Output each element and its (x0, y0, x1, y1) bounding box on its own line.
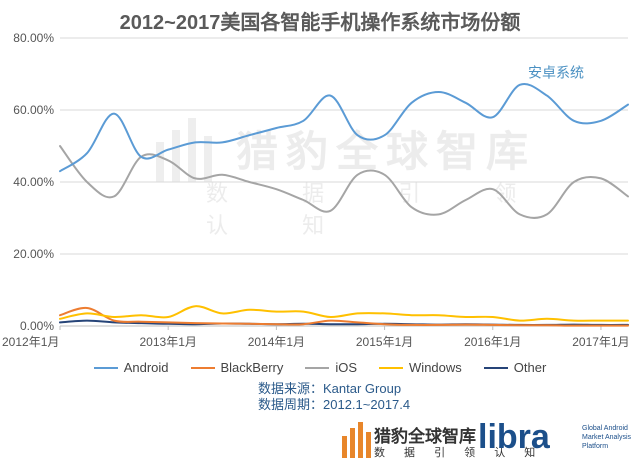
legend-swatch (305, 366, 330, 369)
x-tick-label: 2014年1月 (248, 335, 305, 349)
watermark-slogan: 数 据 引 领 认 知 (206, 181, 551, 238)
x-tick-label: 2016年1月 (464, 335, 521, 349)
watermark-logo-icon (156, 118, 212, 182)
legend-swatch (93, 366, 118, 369)
legend-item-windows: Windows (379, 360, 462, 375)
legend-label: BlackBerry (220, 360, 284, 375)
series-line-windows (59, 305, 629, 322)
y-tick-label: 0.00% (20, 319, 54, 333)
gridlines (60, 37, 628, 327)
legend: Android BlackBerry iOS Windows Other (0, 360, 640, 375)
libra-logo: libra (478, 418, 550, 456)
legend-label: iOS (335, 360, 358, 375)
series-line-blackberry (59, 306, 629, 327)
data-source-text: 数据来源：Kantar Group (258, 381, 402, 396)
footer-branding: 猎豹全球智库 数 据 引 领 认 知 libra Global Android … (330, 418, 636, 462)
brand-logo-icon (342, 422, 371, 458)
x-tick-label: 2017年1月 (572, 335, 629, 349)
y-axis-ticks: 0.00% 20.00% 40.00% 60.00% 80.00% (13, 31, 54, 333)
x-axis-ticks: 2012年1月 2013年1月 2014年1月 2015年1月 2016年1月 2017年… (2, 326, 630, 349)
legend-label: Android (123, 360, 169, 375)
legend-item-blackberry: BlackBerry (190, 360, 284, 375)
chart-plot: 0.00%20.00%40.00%60.00%80.00% 2012年1月 201… (2, 31, 630, 349)
legend-swatch (190, 366, 215, 369)
legend-swatch (483, 366, 508, 369)
data-period-text: 数据周期：2012.1~2017.4 (258, 397, 411, 412)
legend-item-other: Other (483, 360, 547, 375)
x-tick-label: 2012年1月 (2, 335, 59, 349)
chart-title: 2012~2017美国各智能手机操作系统市场份额 (119, 12, 521, 34)
brand-name: 猎豹全球智库 (374, 427, 476, 446)
y-tick-label: 40.00% (13, 175, 54, 189)
brand-slogan: 数 据 引 领 认 知 (374, 447, 544, 459)
series-line-ios (59, 145, 629, 219)
series-lines (59, 82, 629, 327)
x-tick-label: 2013年1月 (140, 335, 197, 349)
y-tick-label: 60.00% (13, 103, 54, 117)
series-line-android (59, 82, 629, 173)
legend-item-ios: iOS (305, 360, 357, 375)
x-tick-label: 2015年1月 (356, 335, 413, 349)
legend-label: Other (513, 360, 547, 375)
libra-caption: Global Android Market Analysis Platform (582, 425, 632, 450)
y-tick-label: 20.00% (13, 247, 54, 261)
legend-label: Windows (409, 360, 462, 375)
legend-swatch (379, 366, 404, 369)
legend-item-android: Android (93, 360, 169, 375)
y-tick-label: 80.00% (13, 31, 54, 45)
android-annotation: 安卓系统 (528, 65, 584, 81)
